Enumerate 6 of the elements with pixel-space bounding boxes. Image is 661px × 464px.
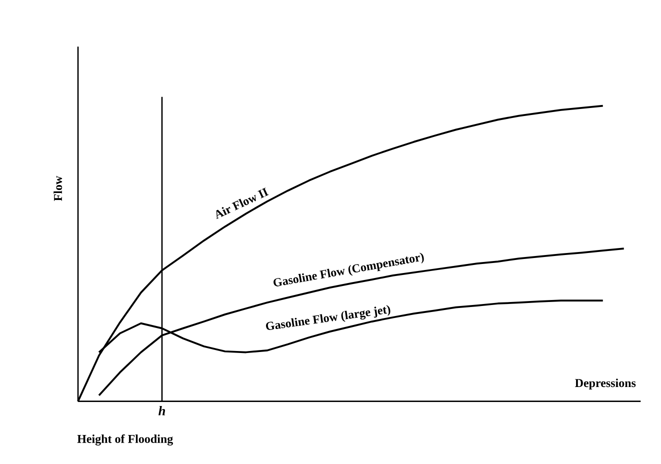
y-axis-title: Flow (54, 176, 62, 201)
text: h (158, 406, 166, 416)
x-axis-title: Depressions (575, 378, 636, 390)
text: Gasoline Flow (large jet) (266, 305, 390, 330)
text: Height of Flooding (77, 434, 173, 446)
text: Air Flow II (216, 188, 269, 220)
